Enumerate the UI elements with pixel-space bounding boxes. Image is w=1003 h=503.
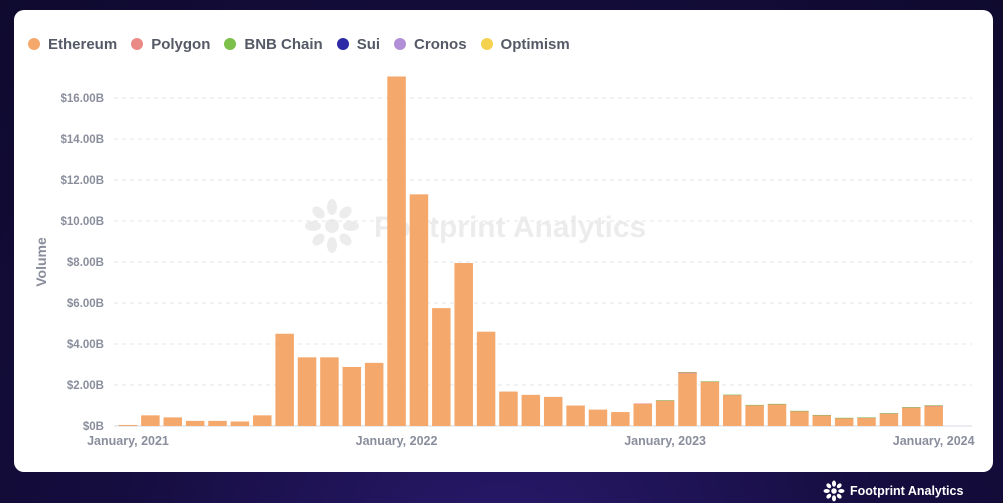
bar-ethereum[interactable]: [297, 357, 317, 426]
legend-swatch: [28, 38, 40, 50]
y-tick-label: $0B: [83, 421, 104, 433]
bar-ethereum[interactable]: [275, 333, 294, 426]
bar-ethereum[interactable]: [879, 413, 899, 426]
y-tick-label: $14.00B: [61, 134, 104, 146]
bar-bnb-chain[interactable]: [812, 414, 832, 416]
footprint-logo-icon: [823, 480, 845, 502]
bar-ethereum[interactable]: [364, 362, 384, 426]
y-tick-label: $10.00B: [61, 216, 104, 228]
legend-label: BNB Chain: [244, 35, 323, 53]
bar-polygon[interactable]: [902, 407, 921, 408]
bar-ethereum[interactable]: [476, 331, 496, 426]
legend-item-ethereum[interactable]: Ethereum: [28, 36, 117, 53]
legend-swatch: [131, 38, 144, 50]
legend-swatch: [480, 38, 493, 50]
bar-ethereum[interactable]: [543, 396, 563, 426]
bar-ethereum[interactable]: [566, 405, 585, 427]
x-tick-label: January, 2021: [87, 434, 169, 448]
bar-ethereum[interactable]: [655, 400, 675, 426]
bar-bnb-chain[interactable]: [879, 413, 899, 414]
bar-ethereum[interactable]: [834, 418, 854, 426]
bar-ethereum[interactable]: [141, 415, 160, 426]
y-tick-label: $12.00B: [61, 175, 104, 187]
bar-ethereum[interactable]: [790, 411, 809, 426]
bar-polygon[interactable]: [633, 403, 652, 404]
y-tick-label: $6.00B: [67, 298, 104, 310]
legend-swatch: [336, 38, 349, 50]
bar-ethereum[interactable]: [812, 415, 832, 426]
bar-bnb-chain[interactable]: [902, 407, 921, 408]
bar-bnb-chain[interactable]: [834, 417, 854, 419]
bar-ethereum[interactable]: [118, 424, 138, 426]
legend-label: Polygon: [151, 35, 211, 53]
legend-label: Cronos: [414, 35, 467, 53]
bar-ethereum[interactable]: [521, 394, 541, 426]
legend-swatch: [394, 38, 407, 50]
chart-card: Ethereum Polygon BNB Chain Sui Cronos Optimis…: [14, 10, 993, 472]
legend-label: Ethereum: [48, 35, 118, 53]
legend-item-cronos[interactable]: Cronos: [394, 36, 467, 53]
bar-polygon[interactable]: [678, 372, 697, 374]
bar-ethereum[interactable]: [342, 366, 362, 426]
bar-bnb-chain[interactable]: [857, 417, 876, 418]
bar-bnb-chain[interactable]: [790, 410, 809, 412]
legend-item-bnb-chain[interactable]: BNB Chain: [224, 35, 323, 53]
bar-bnb-chain[interactable]: [924, 405, 943, 406]
bar-ethereum[interactable]: [208, 420, 227, 426]
bar-bnb-chain[interactable]: [767, 403, 787, 405]
bar-ethereum[interactable]: [611, 412, 630, 426]
x-tick-label: January, 2022: [356, 434, 438, 448]
watermark: Footprint Analytics: [305, 199, 646, 253]
bar-ethereum[interactable]: [387, 76, 406, 426]
footer-brand-text: Footprint Analytics: [850, 484, 964, 498]
bar-bnb-chain[interactable]: [723, 394, 742, 396]
bar-ethereum[interactable]: [253, 415, 272, 426]
bar-ethereum[interactable]: [723, 395, 742, 426]
bar-ethereum[interactable]: [588, 409, 608, 426]
legend-label: Sui: [356, 35, 381, 53]
bar-ethereum[interactable]: [163, 417, 183, 426]
bar-ethereum[interactable]: [902, 407, 921, 426]
footer-brand: Footprint Analytics: [823, 480, 963, 502]
chart-legend: Ethereum Polygon BNB Chain Sui Cronos Optimis…: [28, 34, 584, 54]
footprint-logo-icon: [305, 199, 359, 253]
x-tick-label: January, 2024: [893, 434, 975, 448]
bar-ethereum[interactable]: [857, 417, 876, 426]
bar-bnb-chain[interactable]: [678, 372, 697, 373]
bar-ethereum[interactable]: [320, 357, 339, 426]
bar-ethereum[interactable]: [230, 421, 250, 426]
bar-ethereum[interactable]: [499, 391, 518, 426]
bar-bnb-chain[interactable]: [745, 404, 764, 406]
bar-ethereum[interactable]: [745, 405, 764, 427]
legend-item-optimism[interactable]: Optimism: [480, 35, 570, 53]
legend-label: Optimism: [500, 35, 570, 53]
y-tick-label: $8.00B: [67, 257, 104, 269]
bar-polygon[interactable]: [924, 405, 943, 407]
bar-ethereum[interactable]: [924, 406, 943, 426]
x-tick-label: January, 2023: [624, 434, 706, 448]
bar-ethereum[interactable]: [633, 403, 652, 426]
bar-ethereum[interactable]: [678, 373, 697, 426]
bar-ethereum[interactable]: [700, 381, 720, 426]
bar-bnb-chain[interactable]: [655, 400, 675, 401]
bar-bnb-chain[interactable]: [700, 381, 720, 382]
bar-ethereum[interactable]: [409, 194, 429, 426]
bar-ethereum[interactable]: [432, 308, 451, 426]
y-axis-label: Volume: [33, 237, 49, 287]
y-tick-label: $4.00B: [67, 339, 104, 351]
bar-ethereum[interactable]: [454, 263, 473, 426]
y-tick-label: $2.00B: [67, 380, 104, 392]
bar-chart: Footprint Analytics $0B $2.00B $4.00B $6.00…: [33, 76, 975, 448]
bar-polygon[interactable]: [655, 400, 675, 402]
y-tick-label: $16.00B: [61, 93, 104, 105]
bar-ethereum[interactable]: [185, 420, 205, 426]
legend-item-polygon[interactable]: Polygon: [131, 36, 210, 53]
bar-ethereum[interactable]: [767, 404, 787, 426]
legend-item-sui[interactable]: Sui: [336, 35, 381, 53]
legend-swatch: [224, 38, 237, 50]
